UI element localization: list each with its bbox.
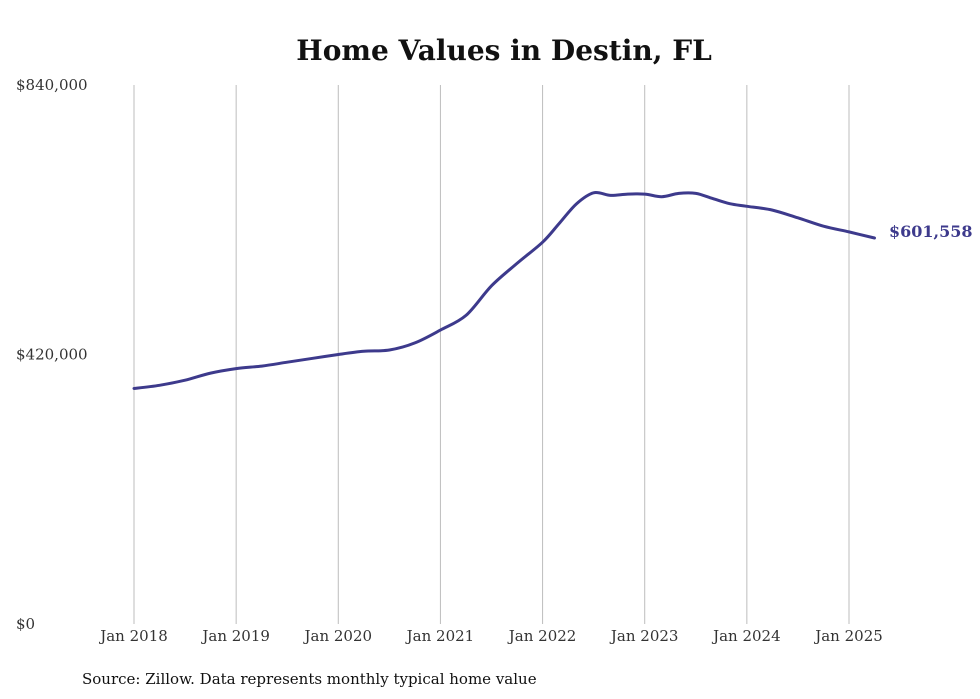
x-tick-label: Jan 2022: [507, 627, 577, 645]
series-line-home-value: [132, 191, 876, 390]
y-axis-ticks: $0 $420,000 $840,000: [16, 76, 88, 633]
x-tick-label: Jan 2024: [711, 627, 781, 645]
end-value-label: $601,558: [889, 222, 973, 241]
chart-title: Home Values in Destin, FL: [296, 34, 712, 67]
x-tick-label: Jan 2019: [200, 627, 270, 645]
x-tick-label: Jan 2025: [813, 627, 883, 645]
vertical-gridlines: [133, 85, 850, 624]
x-tick-label: Jan 2023: [609, 627, 679, 645]
x-axis-ticks: Jan 2018 Jan 2019 Jan 2020 Jan 2021 Jan 2022…: [98, 627, 883, 645]
source-note: Source: Zillow. Data represents monthly …: [82, 670, 537, 688]
x-tick-label: Jan 2018: [98, 627, 168, 645]
y-tick-label: $840,000: [16, 76, 88, 94]
y-tick-label: $420,000: [16, 346, 88, 364]
y-tick-label: $0: [16, 615, 35, 633]
x-tick-label: Jan 2020: [303, 627, 373, 645]
x-tick-label: Jan 2021: [405, 627, 475, 645]
